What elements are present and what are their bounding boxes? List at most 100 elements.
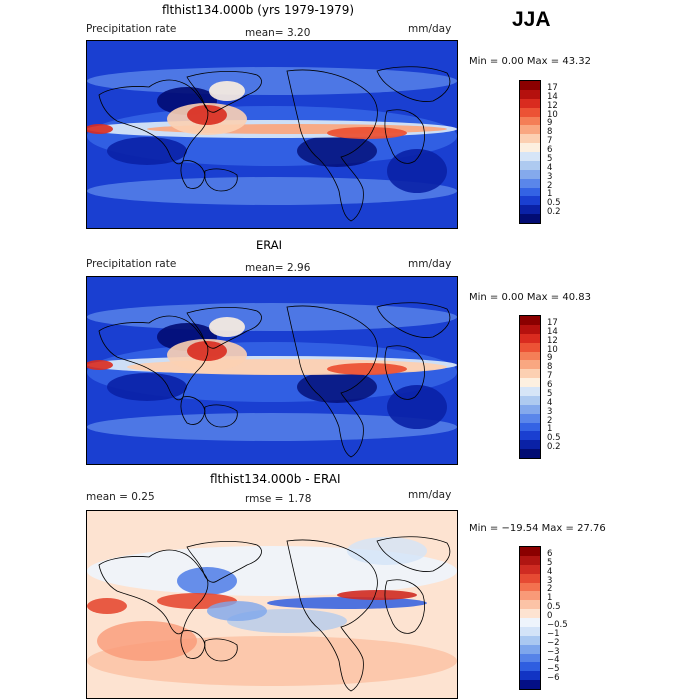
panel1-mean-value: 3.20 xyxy=(287,27,311,39)
colorbar-swatch xyxy=(520,205,540,215)
colorbar-swatch xyxy=(520,316,540,325)
panel3-colorbar xyxy=(519,546,541,690)
colorbar-tick-label: 8 xyxy=(547,362,553,373)
colorbar-swatch xyxy=(520,378,540,387)
panel3-mean-label: mean = 0.25 xyxy=(86,491,155,503)
panel2-colorbar xyxy=(519,315,541,459)
colorbar-tick-label: 5 xyxy=(547,557,553,568)
colorbar-swatch xyxy=(520,671,540,681)
panel2-minmax: Min = 0.00 Max = 40.83 xyxy=(469,292,591,303)
colorbar-tick-label: 6 xyxy=(547,548,553,559)
colorbar-swatch xyxy=(520,680,540,689)
colorbar-swatch xyxy=(520,449,540,458)
colorbar-tick-label: 14 xyxy=(547,91,558,102)
colorbar-tick-label: 2 xyxy=(547,415,553,426)
colorbar-swatch xyxy=(520,143,540,152)
colorbar-swatch xyxy=(520,626,540,636)
panel3-title: flthist134.000b - ERAI xyxy=(210,472,341,486)
colorbar-swatch xyxy=(520,152,540,161)
colorbar-tick-label: 6 xyxy=(547,380,553,390)
colorbar-tick-label: 3 xyxy=(547,575,553,586)
colorbar-tick-label: 5 xyxy=(547,153,553,164)
colorbar-tick-label: 5 xyxy=(547,388,553,399)
colorbar-tick-label: 17 xyxy=(547,317,558,328)
colorbar-swatch xyxy=(520,160,540,170)
colorbar-tick-label: 0 xyxy=(547,611,553,621)
colorbar-swatch xyxy=(520,125,540,135)
colorbar-tick-label: 10 xyxy=(547,109,558,120)
season-label: JJA xyxy=(512,8,551,31)
colorbar-tick-label: 0.5 xyxy=(547,433,561,444)
colorbar-swatch xyxy=(520,555,540,565)
colorbar-tick-label: −5 xyxy=(547,664,560,675)
colorbar-swatch xyxy=(520,404,540,414)
colorbar-swatch xyxy=(520,369,540,379)
colorbar-swatch xyxy=(520,169,540,179)
colorbar-tick-label: 1 xyxy=(547,189,553,200)
panel1-minmax: Min = 0.00 Max = 43.32 xyxy=(469,56,591,67)
colorbar-swatch xyxy=(520,644,540,654)
panel2-title: ERAI xyxy=(256,238,283,252)
colorbar-swatch xyxy=(520,591,540,601)
colorbar-tick-label: 14 xyxy=(547,326,558,337)
colorbar-tick-label: 4 xyxy=(547,566,553,577)
colorbar-swatch xyxy=(520,89,540,99)
colorbar-swatch xyxy=(520,431,540,441)
colorbar-swatch xyxy=(520,440,540,450)
colorbar-swatch xyxy=(520,413,540,423)
colorbar-swatch xyxy=(520,81,540,90)
colorbar-tick-label: −1 xyxy=(547,628,560,639)
colorbar-swatch xyxy=(520,635,540,645)
colorbar-swatch xyxy=(520,324,540,334)
colorbar-swatch xyxy=(520,333,540,343)
panel3-rmse-label: rmse = xyxy=(245,493,284,505)
colorbar-tick-label: 2 xyxy=(547,584,553,595)
colorbar-swatch xyxy=(520,573,540,583)
colorbar-swatch xyxy=(520,178,540,188)
colorbar-tick-label: −2 xyxy=(547,637,560,648)
colorbar-swatch xyxy=(520,196,540,206)
colorbar-tick-label: 3 xyxy=(547,406,553,417)
colorbar-swatch xyxy=(520,609,540,618)
colorbar-tick-label: 1 xyxy=(547,593,553,604)
colorbar-swatch xyxy=(520,387,540,396)
panel1-units: mm/day xyxy=(408,23,452,35)
colorbar-tick-label: 12 xyxy=(547,100,558,111)
colorbar-tick-label: 6 xyxy=(547,145,553,155)
panel1-mean-label: mean= xyxy=(245,27,284,39)
panel3-map xyxy=(86,510,458,699)
panel1-title: flthist134.000b (yrs 1979-1979) xyxy=(162,3,355,17)
colorbar-tick-label: 1 xyxy=(547,424,553,435)
colorbar-swatch xyxy=(520,342,540,352)
colorbar-swatch xyxy=(520,116,540,126)
colorbar-tick-label: −4 xyxy=(547,655,560,666)
colorbar-tick-label: 12 xyxy=(547,335,558,346)
colorbar-tick-label: 4 xyxy=(547,162,553,173)
colorbar-tick-label: 7 xyxy=(547,371,553,382)
panel2-variable-label: Precipitation rate xyxy=(86,258,177,270)
colorbar-tick-label: 0.5 xyxy=(547,198,561,209)
colorbar-swatch xyxy=(520,662,540,672)
colorbar-swatch xyxy=(520,134,540,144)
colorbar-swatch xyxy=(520,653,540,663)
panel1-colorbar xyxy=(519,80,541,224)
colorbar-swatch xyxy=(520,214,540,223)
panel2-mean-value: 2.96 xyxy=(287,262,311,274)
colorbar-swatch xyxy=(520,107,540,117)
colorbar-tick-label: 17 xyxy=(547,82,558,93)
colorbar-tick-label: 10 xyxy=(547,344,558,355)
colorbar-swatch xyxy=(520,618,540,627)
colorbar-swatch xyxy=(520,422,540,432)
colorbar-tick-label: 7 xyxy=(547,136,553,147)
panel2-map xyxy=(86,276,458,465)
colorbar-swatch xyxy=(520,564,540,574)
colorbar-tick-label: −3 xyxy=(547,646,560,657)
colorbar-tick-label: 8 xyxy=(547,127,553,138)
colorbar-tick-label: 9 xyxy=(547,353,553,364)
colorbar-tick-label: 0.2 xyxy=(547,207,561,218)
colorbar-swatch xyxy=(520,187,540,197)
panel3-units: mm/day xyxy=(408,489,452,501)
colorbar-swatch xyxy=(520,395,540,405)
panel2-mean-label: mean= xyxy=(245,262,284,274)
colorbar-tick-label: 4 xyxy=(547,397,553,408)
